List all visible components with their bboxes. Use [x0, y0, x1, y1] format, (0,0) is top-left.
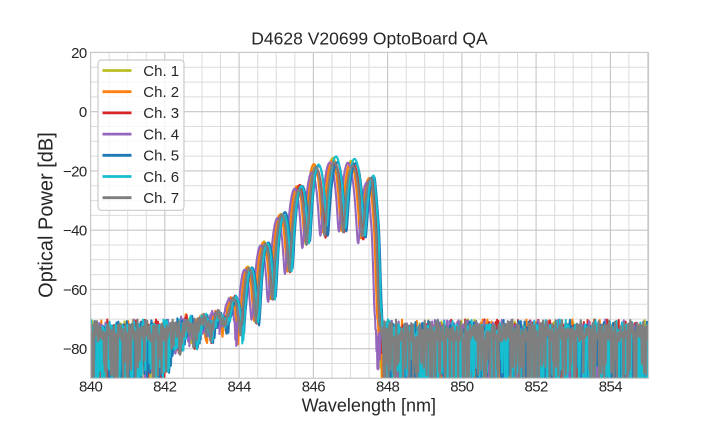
- svg-text:Ch. 7: Ch. 7: [143, 190, 179, 207]
- svg-text:848: 848: [376, 379, 399, 396]
- svg-text:Ch. 5: Ch. 5: [143, 148, 179, 165]
- svg-text:Ch. 2: Ch. 2: [143, 84, 179, 101]
- svg-text:840: 840: [79, 379, 102, 396]
- svg-text:Optical Power [dB]: Optical Power [dB]: [36, 132, 58, 298]
- svg-text:852: 852: [524, 379, 547, 396]
- svg-text:854: 854: [599, 379, 622, 396]
- svg-text:850: 850: [450, 379, 473, 396]
- svg-text:Ch. 3: Ch. 3: [143, 105, 179, 122]
- svg-text:846: 846: [302, 379, 325, 396]
- svg-text:844: 844: [227, 379, 250, 396]
- svg-text:Wavelength [nm]: Wavelength [nm]: [302, 395, 436, 415]
- svg-text:0: 0: [79, 104, 87, 121]
- svg-text:Ch. 4: Ch. 4: [143, 126, 179, 143]
- svg-text:842: 842: [153, 379, 176, 396]
- svg-text:−80: −80: [63, 341, 87, 358]
- svg-text:−20: −20: [63, 163, 87, 180]
- svg-text:−40: −40: [63, 223, 87, 240]
- svg-text:20: 20: [71, 45, 87, 62]
- svg-text:−60: −60: [63, 282, 87, 299]
- svg-text:D4628 V20699 OptoBoard QA: D4628 V20699 OptoBoard QA: [251, 29, 488, 49]
- svg-text:Ch. 6: Ch. 6: [143, 169, 179, 186]
- svg-text:Ch. 1: Ch. 1: [143, 63, 179, 80]
